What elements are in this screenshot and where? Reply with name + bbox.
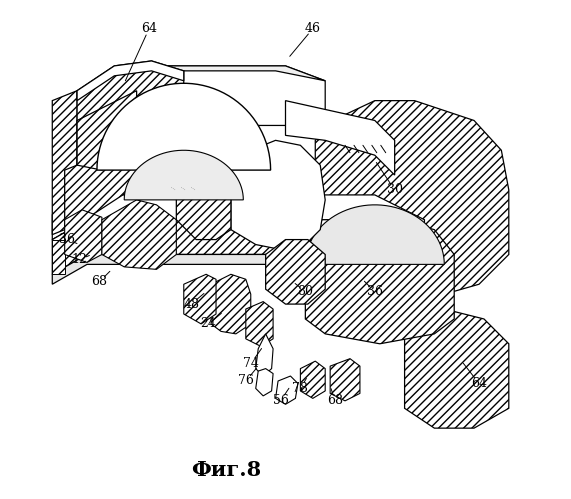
Polygon shape xyxy=(97,83,271,170)
Text: 68: 68 xyxy=(91,275,107,288)
Polygon shape xyxy=(300,361,325,398)
Polygon shape xyxy=(53,240,65,274)
Polygon shape xyxy=(65,210,102,262)
Polygon shape xyxy=(77,61,184,165)
Polygon shape xyxy=(136,66,325,91)
Text: 56: 56 xyxy=(272,394,288,407)
Text: Фиг.8: Фиг.8 xyxy=(191,460,261,481)
Polygon shape xyxy=(256,369,273,396)
Text: 80: 80 xyxy=(297,285,313,298)
Text: 48: 48 xyxy=(183,297,199,310)
Polygon shape xyxy=(184,274,216,324)
Polygon shape xyxy=(77,91,136,170)
Text: 24: 24 xyxy=(200,317,216,330)
Polygon shape xyxy=(65,96,184,230)
Text: 64: 64 xyxy=(471,377,487,390)
Text: 36: 36 xyxy=(59,233,75,246)
Polygon shape xyxy=(315,101,509,294)
Polygon shape xyxy=(305,215,454,344)
Text: 30: 30 xyxy=(387,184,403,197)
Polygon shape xyxy=(53,91,77,235)
Polygon shape xyxy=(246,301,273,346)
Text: 64: 64 xyxy=(141,22,157,35)
Polygon shape xyxy=(276,376,298,404)
Polygon shape xyxy=(231,140,325,250)
Text: 78: 78 xyxy=(292,382,308,395)
Text: 36: 36 xyxy=(367,285,383,298)
Polygon shape xyxy=(305,205,444,264)
Polygon shape xyxy=(136,66,325,150)
Polygon shape xyxy=(124,150,243,200)
Polygon shape xyxy=(330,359,360,401)
Polygon shape xyxy=(53,254,424,289)
Text: 68: 68 xyxy=(327,394,343,407)
Text: 74: 74 xyxy=(243,357,259,370)
Polygon shape xyxy=(256,334,273,376)
Polygon shape xyxy=(211,274,251,334)
Polygon shape xyxy=(266,240,325,304)
Text: 76: 76 xyxy=(238,374,254,388)
Polygon shape xyxy=(286,101,395,175)
Polygon shape xyxy=(102,200,176,269)
Polygon shape xyxy=(176,160,231,240)
Polygon shape xyxy=(53,220,424,279)
Text: 46: 46 xyxy=(305,22,321,35)
Text: 12: 12 xyxy=(71,253,87,266)
Polygon shape xyxy=(77,61,184,101)
Polygon shape xyxy=(53,195,424,245)
Polygon shape xyxy=(405,309,509,428)
